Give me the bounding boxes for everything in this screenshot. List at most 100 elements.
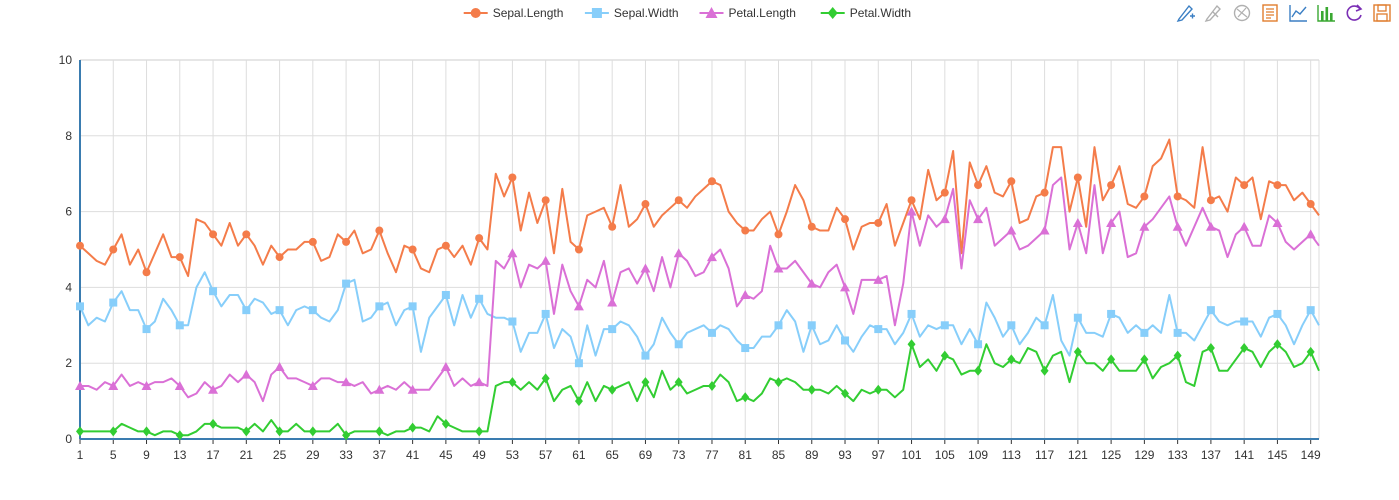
data-point[interactable] <box>308 306 317 315</box>
data-point[interactable] <box>541 196 550 205</box>
data-point[interactable] <box>1273 339 1282 350</box>
data-point[interactable] <box>1205 221 1216 231</box>
data-point[interactable] <box>308 237 317 246</box>
data-point[interactable] <box>1273 309 1282 318</box>
mark-icon[interactable] <box>1175 2 1197 24</box>
data-point[interactable] <box>1306 200 1315 209</box>
data-point[interactable] <box>1107 181 1116 190</box>
data-point[interactable] <box>375 302 384 311</box>
data-point[interactable] <box>274 361 285 371</box>
data-point[interactable] <box>1306 306 1315 315</box>
legend-symbol[interactable] <box>591 8 602 18</box>
data-point[interactable] <box>76 302 84 311</box>
data-point[interactable] <box>475 426 484 437</box>
data-point[interactable] <box>741 226 750 235</box>
data-point[interactable] <box>175 430 184 441</box>
data-point[interactable] <box>208 384 219 394</box>
data-point[interactable] <box>1006 225 1017 235</box>
data-point[interactable] <box>674 340 683 349</box>
data-point[interactable] <box>308 426 317 437</box>
data-point[interactable] <box>541 309 550 318</box>
data-point[interactable] <box>841 215 850 224</box>
data-point[interactable] <box>341 377 352 387</box>
data-point[interactable] <box>607 297 618 307</box>
data-point[interactable] <box>1073 346 1082 357</box>
data-point[interactable] <box>774 377 783 388</box>
data-point[interactable] <box>1240 181 1249 190</box>
data-point[interactable] <box>1106 217 1117 227</box>
data-point[interactable] <box>209 418 218 429</box>
data-point[interactable] <box>508 317 517 326</box>
data-point[interactable] <box>773 263 784 273</box>
data-point[interactable] <box>108 380 119 390</box>
data-point[interactable] <box>342 279 351 288</box>
line-chart-icon[interactable] <box>1287 2 1309 24</box>
data-point[interactable] <box>408 302 417 311</box>
legend-symbol[interactable] <box>827 7 838 19</box>
data-point[interactable] <box>1240 317 1249 326</box>
data-point[interactable] <box>740 289 751 299</box>
data-point[interactable] <box>441 418 450 429</box>
data-point[interactable] <box>1273 181 1282 190</box>
data-point[interactable] <box>141 380 152 390</box>
data-point[interactable] <box>940 188 949 197</box>
data-point[interactable] <box>275 426 284 437</box>
data-point[interactable] <box>1206 196 1215 205</box>
data-point[interactable] <box>608 384 617 395</box>
data-point[interactable] <box>209 287 218 296</box>
data-point[interactable] <box>142 426 151 437</box>
data-point[interactable] <box>441 290 450 299</box>
data-point[interactable] <box>874 325 883 334</box>
data-point[interactable] <box>1007 354 1016 365</box>
data-point[interactable] <box>874 218 883 227</box>
data-point[interactable] <box>974 181 983 190</box>
data-point[interactable] <box>242 426 251 437</box>
data-point[interactable] <box>1007 177 1016 186</box>
data-point[interactable] <box>76 426 84 437</box>
data-point[interactable] <box>741 344 750 353</box>
data-point[interactable] <box>807 222 816 231</box>
data-point[interactable] <box>475 234 484 243</box>
data-point[interactable] <box>707 177 716 186</box>
data-point[interactable] <box>840 282 851 292</box>
data-point[interactable] <box>508 377 517 388</box>
data-point[interactable] <box>674 377 683 388</box>
data-point[interactable] <box>574 359 583 368</box>
data-point[interactable] <box>1272 217 1283 227</box>
legend-symbol[interactable] <box>705 7 718 18</box>
data-point[interactable] <box>1107 354 1116 365</box>
data-point[interactable] <box>641 200 650 209</box>
data-point[interactable] <box>109 426 118 437</box>
data-point[interactable] <box>706 252 717 262</box>
data-point[interactable] <box>1140 192 1149 201</box>
data-point[interactable] <box>1172 221 1183 231</box>
data-point[interactable] <box>174 380 185 390</box>
data-point[interactable] <box>939 214 950 224</box>
data-point[interactable] <box>1140 328 1149 337</box>
data-point[interactable] <box>507 248 518 258</box>
data-point[interactable] <box>608 222 617 231</box>
series-line[interactable] <box>79 271 1320 365</box>
data-point[interactable] <box>242 306 251 315</box>
data-point[interactable] <box>674 196 683 205</box>
data-point[interactable] <box>641 351 650 360</box>
data-point[interactable] <box>175 253 184 262</box>
data-point[interactable] <box>307 380 318 390</box>
data-point[interactable] <box>873 274 884 284</box>
data-point[interactable] <box>342 237 351 246</box>
data-point[interactable] <box>1173 328 1182 337</box>
data-point[interactable] <box>76 241 84 250</box>
data-point[interactable] <box>275 306 284 315</box>
data-point[interactable] <box>641 377 650 388</box>
data-point[interactable] <box>774 321 783 330</box>
data-point[interactable] <box>1206 343 1215 354</box>
data-point[interactable] <box>640 263 651 273</box>
legend-symbol[interactable] <box>470 8 481 18</box>
data-point[interactable] <box>474 377 485 387</box>
data-point[interactable] <box>508 173 517 182</box>
data-point[interactable] <box>242 230 251 239</box>
data-point[interactable] <box>1040 188 1049 197</box>
data-point[interactable] <box>907 339 916 350</box>
data-point[interactable] <box>940 321 949 330</box>
legend-item[interactable]: Sepal.Width <box>584 6 679 20</box>
